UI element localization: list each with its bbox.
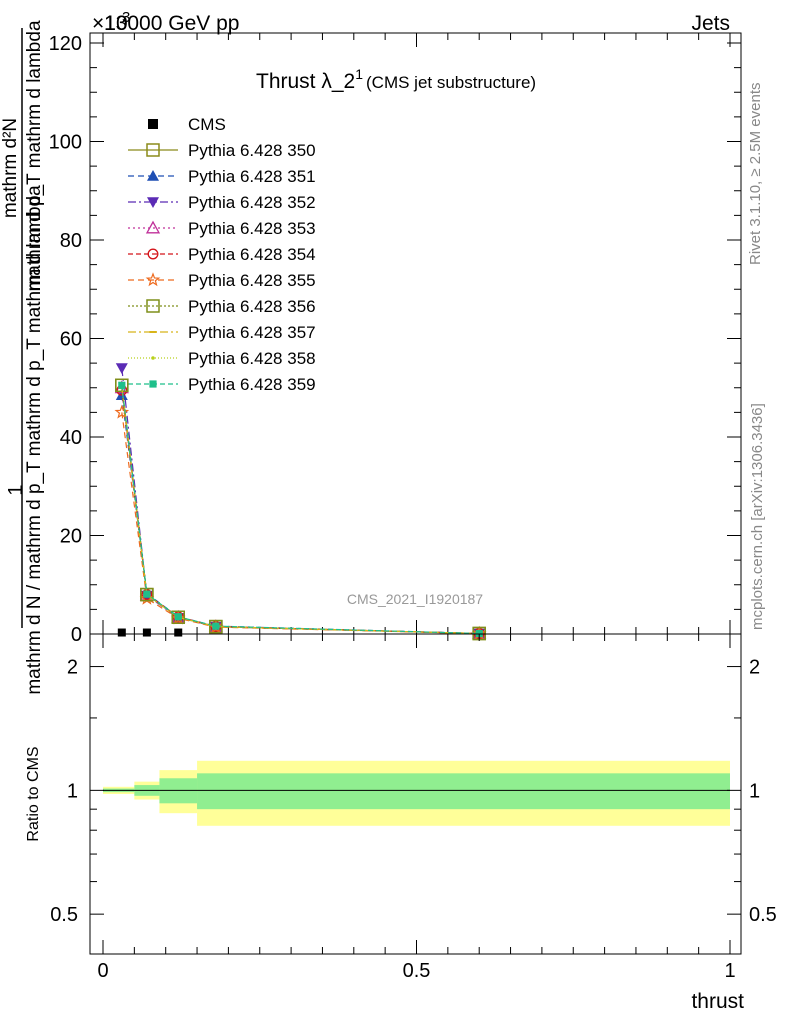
- plot-title-sup: 1: [355, 66, 363, 82]
- mcplots-label: mcplots.cern.ch [arXiv:1306.3436]: [749, 403, 766, 630]
- y-label-numerator-den: mathrm d p_T mathrm d lambda: [24, 20, 45, 291]
- legend-entry: Pythia 6.428 355: [128, 271, 316, 290]
- rivet-version-label: Rivet 3.1.10, ≥ 2.5M events: [747, 83, 764, 266]
- y-tick-label: 100: [49, 132, 82, 154]
- legend-entry: Pythia 6.428 352: [128, 193, 316, 212]
- marker-triangle-open: [145, 220, 161, 234]
- marker-circle-open: [147, 248, 159, 260]
- legend-entry: Pythia 6.428 350: [128, 141, 316, 160]
- legend-label: Pythia 6.428 351: [188, 167, 316, 186]
- marker-square-open: [171, 610, 185, 625]
- y-label-one: 1: [5, 484, 27, 495]
- category-label: Jets: [691, 12, 730, 35]
- legend-label: Pythia 6.428 354: [188, 245, 316, 264]
- cms-data-point: [142, 628, 151, 637]
- legend-label: Pythia 6.428 350: [188, 141, 316, 160]
- analysis-watermark: CMS_2021_I1920187: [347, 591, 483, 607]
- marker-dot: [151, 356, 155, 360]
- legend-entry: Pythia 6.428 354: [128, 245, 316, 264]
- y-tick-label: 0: [71, 624, 82, 646]
- x-axis-label: thrust: [691, 990, 744, 1013]
- marker-square-open: [146, 143, 160, 157]
- marker-square-filled: [143, 590, 151, 598]
- legend-marker-cms: [148, 119, 158, 129]
- plot-title: Thrust λ_21 (CMS jet substructure): [256, 66, 536, 93]
- ratio-y-tick-label-left: 2: [67, 657, 78, 679]
- legend-label: Pythia 6.428 353: [188, 219, 316, 238]
- legend-label: Pythia 6.428 356: [188, 297, 316, 316]
- ratio-band-inner: [197, 773, 731, 810]
- legend-entry: Pythia 6.428 359: [128, 375, 316, 394]
- marker-triangle-down: [147, 197, 159, 208]
- legend-label: Pythia 6.428 355: [188, 271, 316, 290]
- legend-entry: Pythia 6.428 351: [128, 167, 316, 186]
- main-axis-ticks: 0 20 40 60 80 100 120: [49, 33, 741, 646]
- marker-star-open: [170, 610, 186, 625]
- plot-title-main: Thrust λ_2: [256, 70, 355, 93]
- ratio-plot-frame: [89, 633, 742, 955]
- y-tick-label: 40: [60, 427, 82, 449]
- exponent-prefix: ×10: [92, 12, 128, 35]
- marker-square-filled: [149, 380, 157, 388]
- marker-square-filled: [212, 622, 220, 630]
- ratio-y-tick-label-right: 1: [749, 780, 760, 802]
- y-tick-label: 120: [49, 33, 82, 55]
- x-tick-label: 0.5: [403, 960, 431, 982]
- y-tick-label: 20: [60, 526, 82, 548]
- marker-star-open: [145, 272, 161, 287]
- cms-data-point: [174, 628, 183, 637]
- legend-label: Pythia 6.428 359: [188, 375, 316, 394]
- collision-label: 13000 GeV pp: [104, 12, 239, 35]
- marker-square-filled: [118, 381, 126, 389]
- marker-triangle-up: [147, 170, 159, 181]
- marker-triangle-down: [115, 363, 128, 375]
- legend-label: Pythia 6.428 358: [188, 349, 316, 368]
- legend-label: Pythia 6.428 352: [188, 193, 316, 212]
- exponent-power: 3: [122, 9, 130, 26]
- cms-data-point: [117, 628, 126, 637]
- legend: CMS Pythia 6.428 350 Pythia 6.428 351 Pythi…: [128, 115, 316, 394]
- y-tick-label: 80: [60, 230, 82, 252]
- y-label-denominator: mathrm d N / mathrm d p_T mathrm d p_T m…: [24, 185, 45, 695]
- ratio-y-label: Ratio to CMS: [25, 746, 42, 841]
- plot-title-sub: (CMS jet substructure): [366, 73, 536, 92]
- legend-entry: Pythia 6.428 357: [128, 323, 316, 342]
- legend-label: Pythia 6.428 357: [188, 323, 316, 342]
- ratio-y-tick-label-left: 0.5: [50, 904, 78, 926]
- y-label-numerator: mathrm d²N: [0, 118, 21, 218]
- legend-entry: Pythia 6.428 356: [128, 297, 316, 316]
- ratio-axis-ticks: 0.5 0.5 1 1 2 2 0 0.5 1: [50, 634, 777, 982]
- y-tick-label: 60: [60, 329, 82, 351]
- ratio-y-tick-label-right: 2: [749, 657, 760, 679]
- marker-circle-open: [141, 589, 153, 601]
- ratio-y-tick-label-left: 1: [67, 780, 78, 802]
- legend-entry: Pythia 6.428 358: [128, 349, 316, 368]
- ratio-y-tick-label-right: 0.5: [749, 904, 777, 926]
- legend-entry: Pythia 6.428 353: [128, 219, 316, 238]
- marker-star-open: [114, 404, 130, 419]
- marker-square-open: [146, 299, 160, 313]
- marker-square-open: [140, 587, 154, 602]
- x-tick-label: 0: [97, 960, 108, 982]
- x-tick-label: 1: [724, 960, 735, 982]
- y-axis-label: 1 mathrm d²N mathrm d p_T mathrm d lambd…: [0, 20, 45, 695]
- cms-data-points: [117, 628, 183, 637]
- ratio-bands: [103, 760, 731, 826]
- legend-label: CMS: [188, 115, 226, 134]
- marker-square-filled: [174, 613, 182, 621]
- legend-entry-cms: CMS: [148, 115, 226, 134]
